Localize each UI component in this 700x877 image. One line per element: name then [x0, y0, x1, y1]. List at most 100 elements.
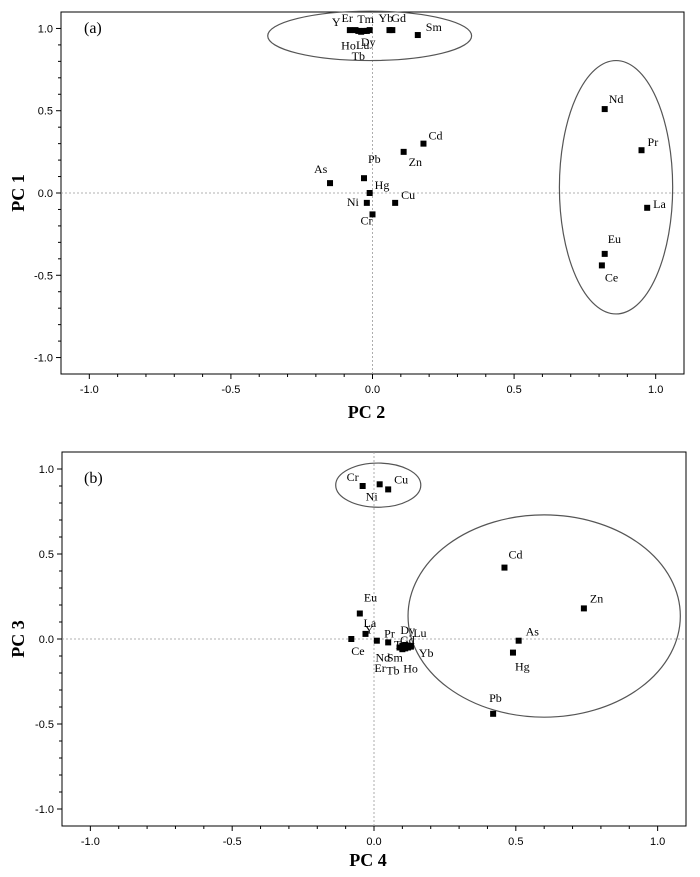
point-label-zn-b: Zn [590, 591, 603, 605]
x-tick-label-a: 0.5 [506, 384, 521, 396]
data-point-nd-a [601, 106, 608, 113]
y-tick-label-a: -1.0 [34, 353, 53, 365]
data-point-ce-a [598, 262, 605, 269]
x-tick-label-b: -0.5 [223, 836, 242, 848]
data-point-pb-b [490, 710, 497, 717]
data-point-hg-a [366, 190, 373, 196]
point-label-as-b: As [526, 625, 540, 639]
point-label-dy-b: Dy [400, 623, 415, 637]
point-label-y-a: Y [332, 15, 341, 29]
data-point-gd-a [389, 27, 396, 34]
y-tick-label-b: 1.0 [39, 464, 54, 476]
point-label-cr-b: Cr [347, 470, 359, 484]
data-point-zn-a [400, 148, 407, 155]
point-label-y-b: Y [365, 623, 374, 637]
data-point-pb-a [361, 175, 368, 182]
data-point-ho-b [402, 645, 409, 652]
point-label-ce-b: Ce [351, 644, 364, 658]
point-label-pr-b: Pr [384, 626, 395, 640]
point-label-hg-a: Hg [375, 178, 390, 192]
y-tick-label-a: -0.5 [34, 270, 53, 282]
y-tick-label-b: -1.0 [35, 804, 54, 816]
panel-label-b: (b) [82, 470, 113, 498]
point-label-sm-b: Sm [387, 651, 404, 665]
data-point-eu-a [601, 250, 608, 257]
data-point-as-a [327, 180, 334, 187]
chart-panel-a: -1.0 -0.5 0.0 0.5 1.0 1.0 0.5 0.0 -0.5 -1.0 PC 2 PC… [0, 0, 700, 438]
data-point-cd-b [501, 564, 508, 571]
point-label-gd-a: Gd [391, 11, 406, 25]
y-tick-label-b: 0.5 [39, 549, 54, 561]
point-label-nd-b: Nd [376, 651, 391, 665]
point-label-ni-b: Ni [366, 489, 379, 503]
group-ellipse-a-2 [558, 59, 674, 315]
point-label-tm-a: Tm [357, 12, 374, 26]
x-axis-title-b: PC 4 [349, 850, 387, 870]
point-label-ho-a: Ho [341, 39, 356, 53]
point-label-eu-a: Eu [608, 232, 621, 246]
panel-label-a: (a) [82, 20, 112, 48]
data-point-as-b [515, 637, 522, 644]
point-label-lu-a: Lu [356, 38, 369, 52]
x-tick-label-a: -1.0 [80, 384, 99, 396]
data-point-cd-a [420, 140, 427, 147]
x-tick-label-b: -1.0 [81, 836, 100, 848]
point-label-zn-a: Zn [409, 155, 422, 169]
point-label-ce-a: Ce [605, 270, 618, 284]
point-label-er-b: Er [374, 661, 385, 675]
point-label-cd-a: Cd [428, 129, 442, 143]
point-label-pr-a: Pr [648, 135, 659, 149]
chart-a-svg: -1.0 -0.5 0.0 0.5 1.0 1.0 0.5 0.0 -0.5 -1.0 PC 2 PC… [8, 10, 685, 422]
data-point-hg-b [509, 649, 516, 656]
point-label-cu-b: Cu [394, 472, 408, 486]
point-label-ho-b: Ho [403, 661, 418, 675]
data-point-yb-b [407, 642, 414, 649]
point-label-cr-a: Cr [361, 213, 373, 227]
data-point-ce-b [348, 636, 355, 642]
x-axis-title-a: PC 2 [348, 402, 386, 422]
point-label-lu-b: Lu [413, 626, 426, 640]
data-point-eu-b [356, 610, 363, 617]
point-label-pb-b: Pb [489, 691, 502, 705]
point-label-sm-a: Sm [426, 20, 443, 34]
x-tick-label-b: 1.0 [650, 836, 665, 848]
point-label-eu-b: Eu [364, 591, 377, 605]
x-tick-label-b: 0.0 [366, 836, 381, 848]
data-point-cu-b [385, 486, 392, 493]
point-label-cu-a: Cu [401, 188, 415, 202]
x-tick-label-a: -0.5 [221, 384, 240, 396]
point-label-pb-a: Pb [368, 152, 381, 166]
point-label-nd-a: Nd [609, 92, 624, 106]
point-label-as-a: As [314, 162, 328, 176]
y-tick-label-a: 0.0 [38, 188, 53, 200]
data-point-y-b [373, 637, 380, 644]
data-point-y-a [346, 27, 353, 34]
y-axis-title-b: PC 3 [8, 620, 28, 658]
x-tick-label-a: 1.0 [648, 384, 663, 396]
data-point-la-a [644, 204, 651, 211]
data-point-cu-a [392, 199, 399, 206]
point-label-tb-a: Tb [352, 49, 365, 63]
point-label-tb-b: Tb [386, 664, 399, 678]
y-tick-label-b: 0.0 [39, 634, 54, 646]
data-point-pr-b [385, 639, 392, 646]
data-point-ni-b [376, 481, 383, 488]
data-point-sm-a [414, 32, 421, 39]
x-tick-label-a: 0.0 [365, 384, 380, 396]
group-ellipse-a-1 [267, 10, 473, 62]
data-point-ni-a [363, 199, 370, 206]
data-point-zn-b [580, 605, 587, 612]
point-label-dy-a: Dy [361, 35, 376, 49]
group-ellipse-b-2 [407, 514, 681, 718]
y-tick-label-b: -0.5 [35, 719, 54, 731]
x-tick-label-b: 0.5 [508, 836, 523, 848]
point-label-la-a: La [653, 197, 666, 211]
data-point-cr-a [369, 211, 376, 218]
point-label-ni-a: Ni [347, 195, 360, 209]
chart-panel-b: -1.0 -0.5 0.0 0.5 1.0 1.0 0.5 0.0 -0.5 -1.0 PC 4 PC… [0, 438, 700, 877]
point-label-cd-b: Cd [508, 548, 522, 562]
point-label-hg-b: Hg [515, 660, 530, 674]
data-point-cr-b [359, 483, 366, 489]
y-tick-label-a: 1.0 [38, 23, 53, 35]
data-point-pr-a [638, 147, 645, 154]
